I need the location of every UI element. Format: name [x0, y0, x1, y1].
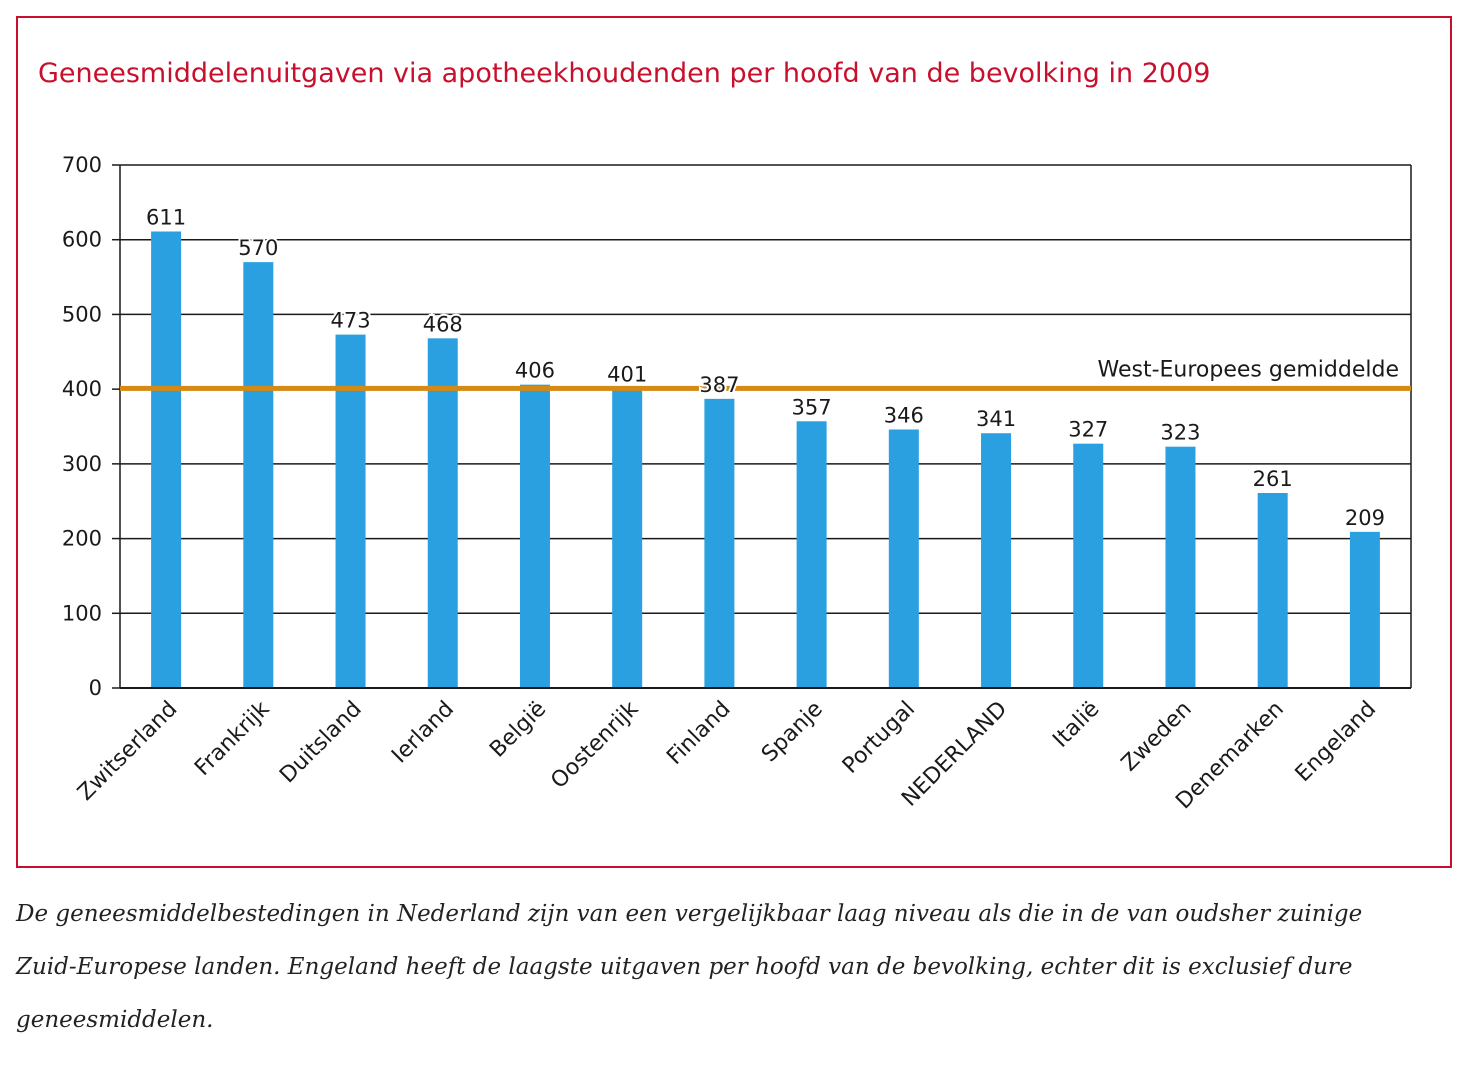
data-label: 261	[1253, 467, 1293, 491]
bar	[1257, 492, 1288, 688]
data-label: 387	[699, 373, 739, 397]
data-label: 468	[423, 312, 463, 336]
x-category-label: Italië	[1048, 697, 1104, 753]
x-category-label: Portugal	[838, 697, 920, 779]
data-label: 346	[884, 403, 924, 427]
bar	[427, 338, 458, 688]
x-category-label: Oostenrijk	[546, 696, 643, 793]
x-category-label: Engeland	[1291, 697, 1381, 787]
bar	[335, 334, 366, 688]
data-label: 611	[146, 205, 186, 229]
y-tick-label: 600	[62, 228, 102, 252]
y-tick-label: 700	[62, 153, 102, 177]
bar	[1349, 531, 1380, 688]
data-label: 323	[1160, 421, 1200, 445]
data-label: 406	[515, 359, 555, 383]
bar	[1073, 443, 1104, 688]
x-category-label: Ierland	[387, 697, 459, 769]
bar	[981, 433, 1012, 688]
bar	[888, 429, 919, 688]
x-category-label: Spanje	[757, 697, 828, 768]
y-tick-label: 100	[62, 601, 102, 625]
x-category-label: Frankrijk	[190, 696, 275, 781]
data-label: 570	[238, 236, 278, 260]
chart-frame	[16, 16, 1452, 868]
x-category-label: Zwitserland	[73, 697, 182, 806]
reference-line	[120, 385, 1411, 391]
y-tick-label: 300	[62, 452, 102, 476]
chart-title: Geneesmiddelenuitgaven via apotheekhoude…	[38, 58, 1211, 89]
x-category-label: Finland	[662, 697, 735, 770]
bar-chart: 0 100 200 300 400 500 600 700 West-Europees gemi…	[62, 153, 1412, 814]
y-tick-label: 500	[62, 302, 102, 326]
bar	[796, 421, 827, 688]
data-label: 473	[330, 309, 370, 333]
y-tick-label: 400	[62, 377, 102, 401]
bar	[243, 262, 274, 688]
bar	[151, 231, 182, 688]
data-label: 341	[976, 407, 1016, 431]
x-category-label: Zweden	[1117, 697, 1197, 777]
data-label: 357	[792, 395, 832, 419]
data-label: 401	[607, 362, 647, 386]
bar	[1165, 446, 1196, 688]
bar	[704, 398, 735, 688]
x-category-label: Duitsland	[275, 697, 367, 789]
reference-line-label: West-Europees gemiddelde	[1097, 357, 1399, 382]
data-label: 327	[1068, 418, 1108, 442]
chart-caption: De geneesmiddelbestedingen in Nederland …	[16, 901, 1363, 1033]
y-tick-label: 0	[89, 676, 102, 700]
y-tick-label: 200	[62, 527, 102, 551]
bar	[612, 388, 643, 688]
x-category-label: België	[485, 697, 551, 763]
bar	[519, 384, 550, 688]
data-label: 209	[1345, 506, 1385, 530]
